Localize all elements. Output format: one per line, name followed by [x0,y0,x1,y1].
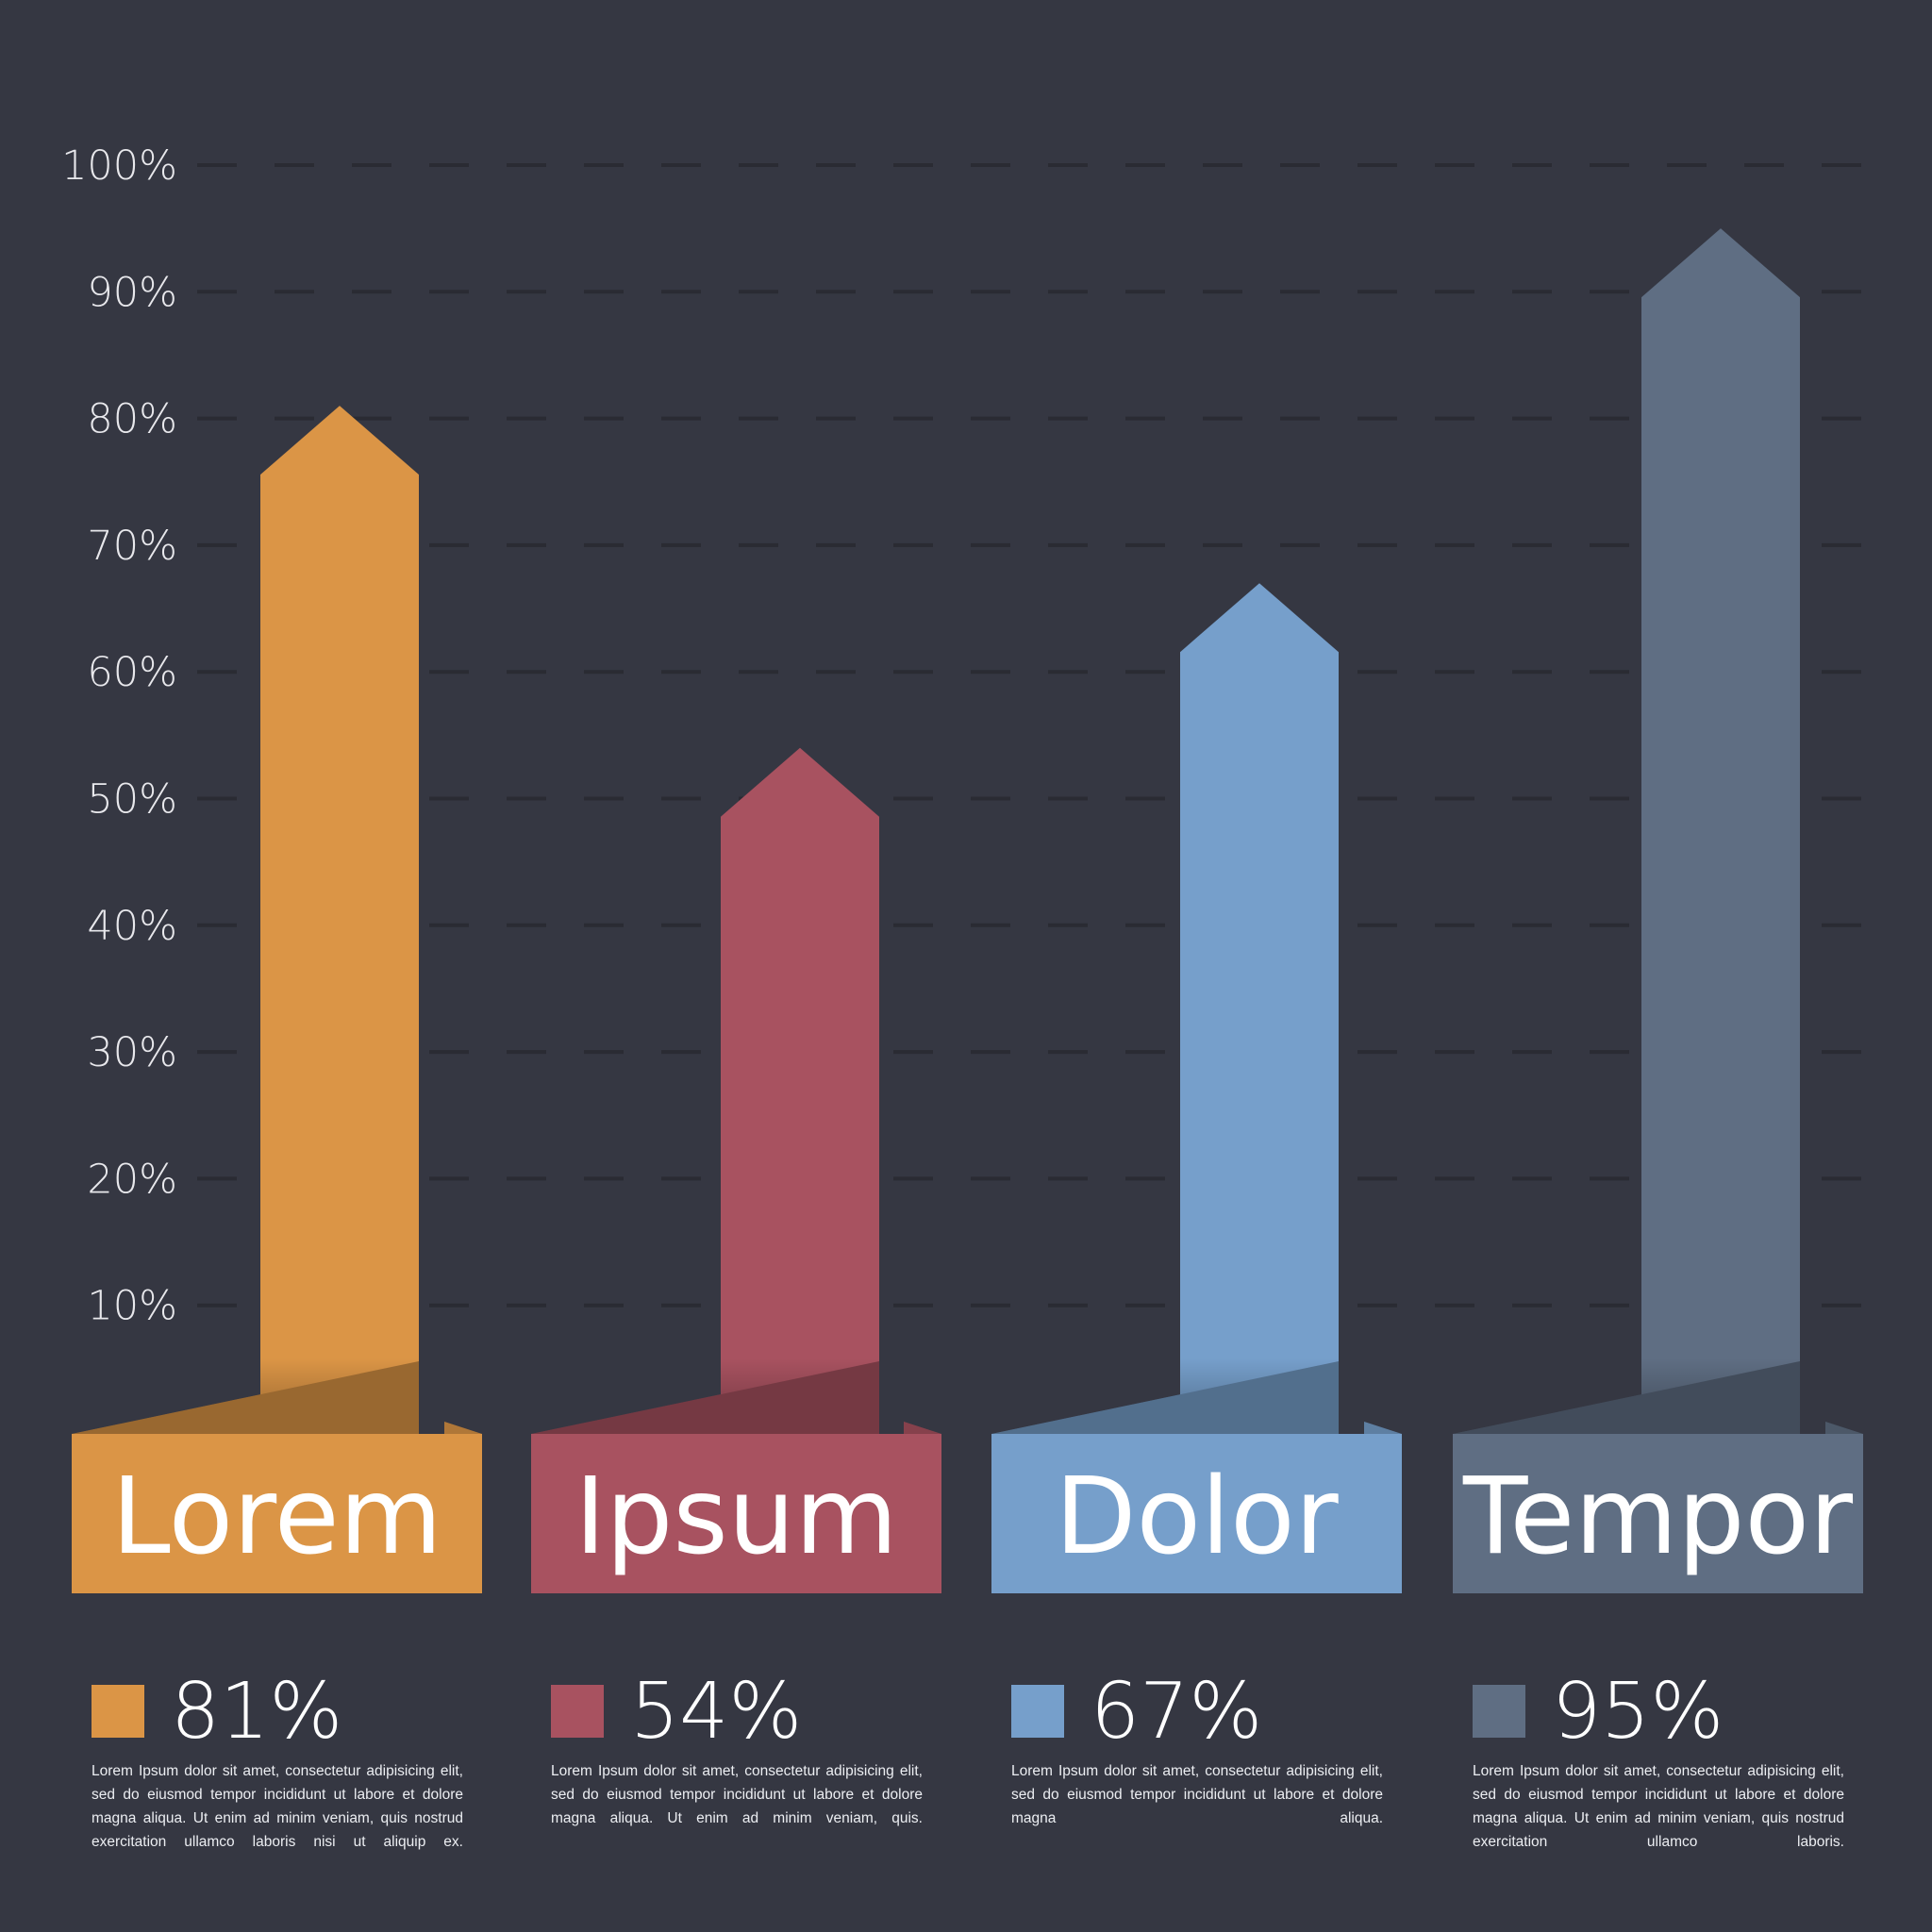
ribbon-tab-shade [1364,1422,1402,1434]
y-tick-label: 80% [87,396,177,443]
y-tick-label: 60% [87,649,177,696]
bar-group-tempor: Tempor [1453,228,1863,1593]
ribbon-fold-shade [1453,1361,1800,1434]
value-label: 95% [1552,1667,1724,1757]
ribbon-fold [991,1361,1339,1434]
value-label: 67% [1091,1667,1263,1757]
bars: Lorem Ipsum Dolor Tempor [72,228,1863,1593]
ribbon-tab [1364,1422,1402,1434]
category-label: Dolor [1055,1456,1339,1578]
category-label: Tempor [1462,1456,1854,1578]
y-tick-label: 20% [87,1156,177,1203]
category-label-box [531,1434,941,1593]
ribbon-tab-shade [904,1422,941,1434]
bar-arrow [1180,583,1339,1434]
bar-arrow [721,747,879,1434]
legend-swatch [92,1685,144,1738]
category-label-box [991,1434,1402,1593]
bar-group-lorem: Lorem [72,406,482,1593]
value-label: 81% [171,1667,343,1757]
bar-group-dolor: Dolor [991,583,1402,1593]
gridlines [197,163,1863,1307]
y-tick-label: 90% [87,269,177,316]
ribbon-fold-shade [531,1361,879,1434]
description-text: Lorem Ipsum dolor sit amet, consectetur … [1473,1763,1844,1850]
bar-arrow [260,406,419,1434]
ribbon-fold-shade [72,1361,419,1434]
ribbon-tab [1825,1422,1863,1434]
category-label: Ipsum [575,1456,898,1578]
ribbon-tab-shade [444,1422,482,1434]
ribbon-fold [531,1361,879,1434]
y-axis-ticks: 10% 20% 30% 40% 50% 60% 70% 80% 90% 100% [61,142,177,1330]
ribbon-tab [444,1422,482,1434]
category-label: Lorem [111,1456,442,1578]
legend-swatch [1011,1685,1064,1738]
bar-group-ipsum: Ipsum [531,747,941,1593]
ribbon-tab-shade [1825,1422,1863,1434]
bar-arrow [1641,228,1800,1434]
y-tick-label: 70% [87,523,177,570]
ribbon-fold-shade [991,1361,1339,1434]
category-label-box [72,1434,482,1593]
ribbon-tab [904,1422,941,1434]
ribbon-fold [1453,1361,1800,1434]
value-label: 54% [630,1667,803,1757]
description-text: Lorem Ipsum dolor sit amet, consectetur … [92,1763,463,1850]
legend-swatch [1473,1685,1525,1738]
description-text: Lorem Ipsum dolor sit amet, consectetur … [1011,1763,1383,1826]
ribbon-fold [72,1361,419,1434]
y-tick-label: 40% [87,903,177,950]
y-tick-label: 10% [87,1283,177,1330]
y-tick-label: 30% [87,1029,177,1076]
y-tick-label: 50% [87,776,177,824]
legend-swatch [551,1685,604,1738]
y-tick-label: 100% [61,142,177,190]
category-label-box [1453,1434,1863,1593]
description-text: Lorem Ipsum dolor sit amet, consectetur … [551,1763,923,1826]
